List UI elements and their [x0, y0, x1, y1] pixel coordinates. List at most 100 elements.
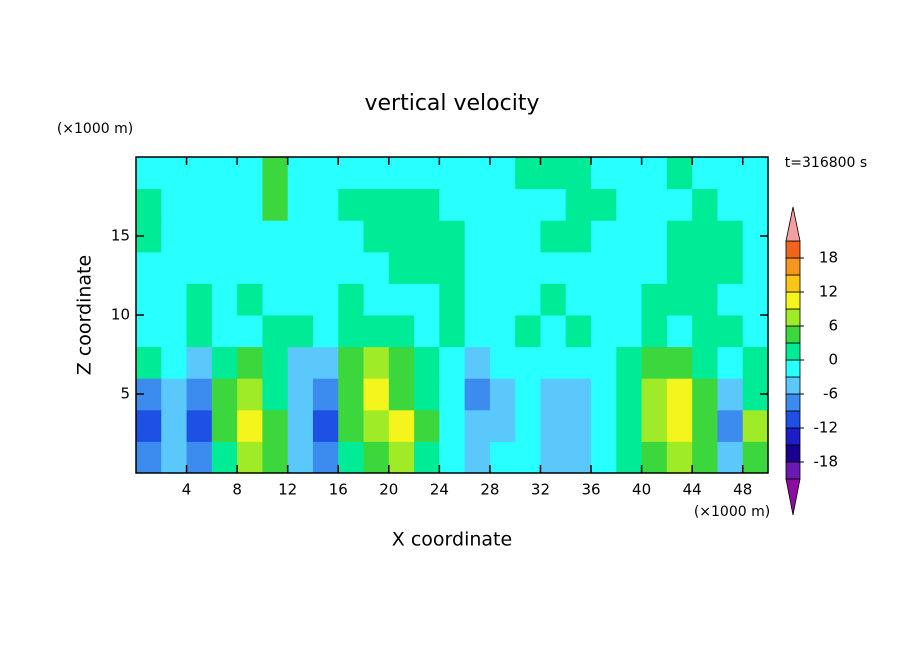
contour-cell [161, 283, 188, 316]
contour-cell [414, 378, 440, 411]
contour-cell [161, 157, 188, 190]
contour-cell [616, 188, 643, 221]
contour-cell [489, 378, 516, 411]
contour-cell [312, 220, 339, 253]
y-unit: (×1000 m) [57, 121, 133, 137]
contour-cell [591, 157, 617, 190]
contour-cell [312, 346, 339, 379]
contour-cell [211, 315, 238, 348]
colorbar-under [785, 478, 801, 516]
contour-cell [186, 315, 213, 348]
contour-cell [338, 378, 365, 411]
contour-cell [211, 378, 238, 411]
contour-cell [666, 251, 693, 284]
contour-cell [237, 409, 263, 442]
contour-cell [363, 251, 390, 284]
contour-cell [692, 346, 718, 379]
contour-cell [237, 315, 263, 348]
contour-cell [489, 283, 516, 316]
contour-cell [312, 157, 339, 190]
x-tick-label: 32 [531, 481, 550, 499]
contour-field [136, 157, 769, 474]
contour-cell [338, 441, 365, 474]
contour-cell [439, 315, 466, 348]
colorbar-box [785, 291, 801, 310]
contour-cell [287, 188, 314, 221]
contour-cell [287, 315, 314, 348]
contour-cell [641, 188, 668, 221]
chart-title: vertical velocity [364, 91, 539, 116]
colorbar-label: -18 [814, 453, 839, 471]
contour-cell [489, 157, 516, 190]
contour-cell [464, 441, 491, 474]
colorbar-box [785, 308, 801, 327]
contour-cell [717, 378, 744, 411]
contour-cell [287, 283, 314, 316]
contour-cell [591, 409, 617, 442]
contour-cell [161, 378, 188, 411]
contour-cell [641, 315, 668, 348]
contour-cell [363, 441, 390, 474]
colorbar-label: 18 [819, 249, 838, 267]
contour-cell [666, 315, 693, 348]
contour-cell [464, 251, 491, 284]
contour-cell [262, 378, 289, 411]
contour-cell [262, 283, 289, 316]
contour-cell [237, 378, 263, 411]
contour-cell [540, 441, 567, 474]
contour-cell [287, 441, 314, 474]
contour-cell [338, 220, 365, 253]
contour-cell [565, 220, 592, 253]
contour-cell [414, 251, 440, 284]
contour-cell [262, 315, 289, 348]
contour-cell [237, 283, 263, 316]
y-tick-label: 15 [111, 227, 130, 245]
contour-cell [692, 378, 718, 411]
colorbar-box [785, 444, 801, 463]
contour-cell [262, 220, 289, 253]
contour-cell [641, 409, 668, 442]
contour-cell [641, 157, 668, 190]
contour-cell [414, 220, 440, 253]
contour-cell [616, 157, 643, 190]
contour-cell [717, 315, 744, 348]
contour-cell [161, 409, 188, 442]
colorbar-over [785, 206, 801, 242]
contour-cell [591, 220, 617, 253]
contour-cell [565, 441, 592, 474]
colorbar-box [785, 427, 801, 446]
contour-cell [414, 409, 440, 442]
contour-cell [540, 315, 567, 348]
contour-cell [616, 315, 643, 348]
contour-cell [161, 220, 188, 253]
contour-cell [439, 283, 466, 316]
contour-cell [515, 283, 541, 316]
contour-cell [237, 157, 263, 190]
contour-cell [136, 315, 162, 348]
time-label: t=316800 s [785, 155, 867, 171]
contour-cell [287, 220, 314, 253]
contour-cell [439, 409, 466, 442]
contour-cell [414, 157, 440, 190]
contour-cell [641, 251, 668, 284]
contour-cell [591, 188, 617, 221]
x-tick-label: 40 [632, 481, 651, 499]
contour-cell [363, 220, 390, 253]
contour-cell [515, 315, 541, 348]
contour-cell [464, 283, 491, 316]
contour-cell [388, 346, 415, 379]
contour-cell [211, 251, 238, 284]
contour-cell [262, 346, 289, 379]
contour-cell [742, 157, 769, 190]
contour-cell [565, 283, 592, 316]
contour-cell [540, 157, 567, 190]
contour-cell [186, 251, 213, 284]
contour-cell [742, 283, 769, 316]
contour-cell [616, 220, 643, 253]
contour-cell [565, 346, 592, 379]
contour-cell [211, 188, 238, 221]
contour-cell [742, 409, 769, 442]
contour-cell [363, 315, 390, 348]
contour-cell [641, 378, 668, 411]
